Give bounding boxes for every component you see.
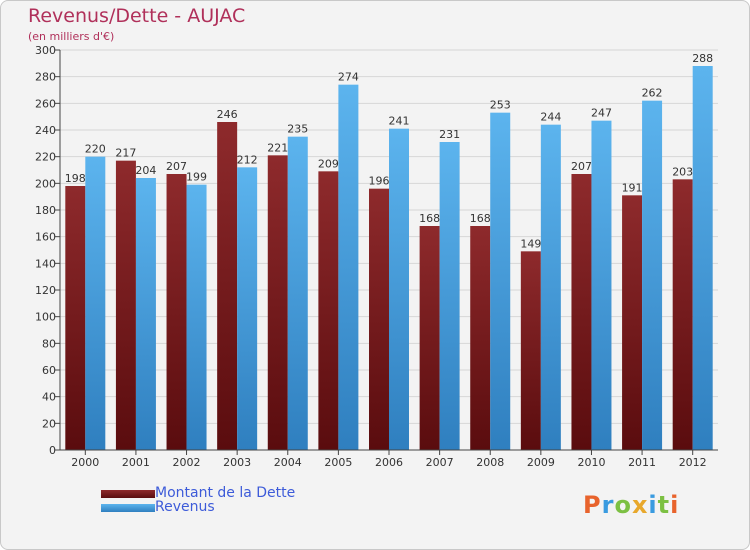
- data-label-debt: 198: [65, 172, 86, 185]
- y-tick-label: 300: [35, 44, 56, 57]
- bar-revenue: [490, 112, 511, 451]
- data-label-debt: 191: [622, 181, 643, 194]
- y-tick-label: 140: [35, 257, 56, 270]
- chart-title: Revenus/Dette - AUJAC: [28, 5, 246, 27]
- bar-debt: [318, 171, 339, 451]
- x-tick-label: 2008: [476, 456, 504, 469]
- data-label-debt: 196: [369, 175, 390, 188]
- x-tick-label: 2001: [122, 456, 150, 469]
- x-tick-label: 2010: [577, 456, 605, 469]
- y-tick-label: 240: [35, 124, 56, 137]
- bar-debt: [65, 186, 86, 450]
- data-label-debt: 149: [520, 237, 541, 250]
- y-tick-label: 280: [35, 71, 56, 84]
- bar-revenue: [186, 184, 207, 450]
- x-tick-label: 2011: [628, 456, 656, 469]
- bar-revenue: [692, 66, 713, 450]
- bar-debt: [622, 195, 643, 450]
- bar-debt: [419, 226, 440, 450]
- data-label-revenue: 253: [490, 99, 511, 112]
- x-tick-label: 2004: [274, 456, 302, 469]
- bar-revenue: [439, 142, 460, 450]
- logo-letter: i: [648, 491, 658, 519]
- bar-revenue: [338, 84, 359, 451]
- y-tick-label: 160: [35, 231, 56, 244]
- axis-layer: 0 20 40 60 80 100 120 140 160 180 200 220 240 260 280 3…: [35, 44, 718, 469]
- bar-debt: [217, 122, 238, 450]
- logo-letter: t: [657, 491, 671, 519]
- y-tick-label: 180: [35, 204, 56, 217]
- x-tick-label: 2000: [71, 456, 99, 469]
- legend-label-debt: Montant de la Dette: [155, 485, 296, 501]
- bar-debt: [166, 174, 187, 450]
- y-tick-label: 80: [42, 337, 56, 350]
- legend-swatch-debt: [101, 490, 155, 498]
- y-tick-label: 100: [35, 311, 56, 324]
- bar-debt: [672, 179, 693, 451]
- legend-swatch-revenue: [101, 504, 155, 512]
- data-label-revenue: 199: [186, 171, 207, 184]
- data-label-debt: 217: [115, 147, 136, 160]
- bar-debt: [470, 226, 491, 450]
- bar-revenue: [237, 167, 258, 451]
- data-label-revenue: 262: [642, 87, 663, 100]
- y-tick-label: 60: [42, 364, 56, 377]
- bar-revenue: [642, 100, 663, 451]
- data-label-revenue: 235: [287, 123, 308, 136]
- bar-revenue: [287, 136, 308, 450]
- bars-layer: [65, 66, 713, 451]
- logo-letter: r: [601, 491, 615, 519]
- data-label-debt: 207: [571, 160, 592, 173]
- data-label-revenue: 204: [135, 164, 156, 177]
- data-label-debt: 221: [267, 141, 288, 154]
- data-label-debt: 168: [419, 212, 440, 225]
- bar-debt: [115, 160, 136, 450]
- data-label-debt: 168: [470, 212, 491, 225]
- bar-revenue: [389, 128, 409, 450]
- x-tick-label: 2009: [527, 456, 555, 469]
- data-label-revenue: 231: [439, 128, 460, 141]
- logo-letter: P: [583, 491, 602, 519]
- bar-revenue: [591, 120, 612, 451]
- data-label-debt: 209: [318, 157, 339, 170]
- legend-label-revenue: Revenus: [155, 499, 215, 515]
- data-label-debt: 246: [217, 108, 238, 121]
- bar-debt: [520, 251, 541, 450]
- bar-debt: [571, 174, 592, 450]
- x-tick-label: 2002: [173, 456, 201, 469]
- bar-debt: [369, 188, 389, 450]
- x-tick-label: 2005: [324, 456, 352, 469]
- logo-letter: o: [614, 491, 632, 519]
- y-tick-label: 0: [49, 444, 56, 457]
- data-label-revenue: 220: [85, 143, 106, 156]
- bar-revenue: [540, 124, 561, 451]
- data-label-revenue: 244: [540, 111, 561, 124]
- data-label-revenue: 274: [338, 71, 359, 84]
- data-label-debt: 203: [672, 165, 693, 178]
- x-tick-label: 2006: [375, 456, 403, 469]
- data-label-revenue: 241: [389, 115, 410, 128]
- y-tick-label: 200: [35, 177, 56, 190]
- y-tick-label: 20: [42, 417, 56, 430]
- y-tick-label: 40: [42, 391, 56, 404]
- x-tick-label: 2012: [679, 456, 707, 469]
- proxiti-logo: Proxiti: [583, 491, 679, 519]
- data-label-revenue: 288: [692, 52, 713, 65]
- bar-revenue: [135, 178, 156, 450]
- logo-letter: i: [670, 491, 680, 519]
- x-tick-label: 2003: [223, 456, 251, 469]
- bar-debt: [267, 155, 288, 451]
- x-tick-label: 2007: [426, 456, 454, 469]
- chart-subtitle: (en milliers d'€): [28, 30, 115, 43]
- logo-letter: x: [631, 491, 649, 519]
- data-label-revenue: 212: [237, 153, 258, 166]
- data-label-debt: 207: [166, 160, 187, 173]
- bar-revenue: [85, 156, 106, 450]
- y-tick-label: 120: [35, 284, 56, 297]
- y-tick-label: 220: [35, 151, 56, 164]
- data-label-revenue: 247: [591, 107, 612, 120]
- y-tick-label: 260: [35, 97, 56, 110]
